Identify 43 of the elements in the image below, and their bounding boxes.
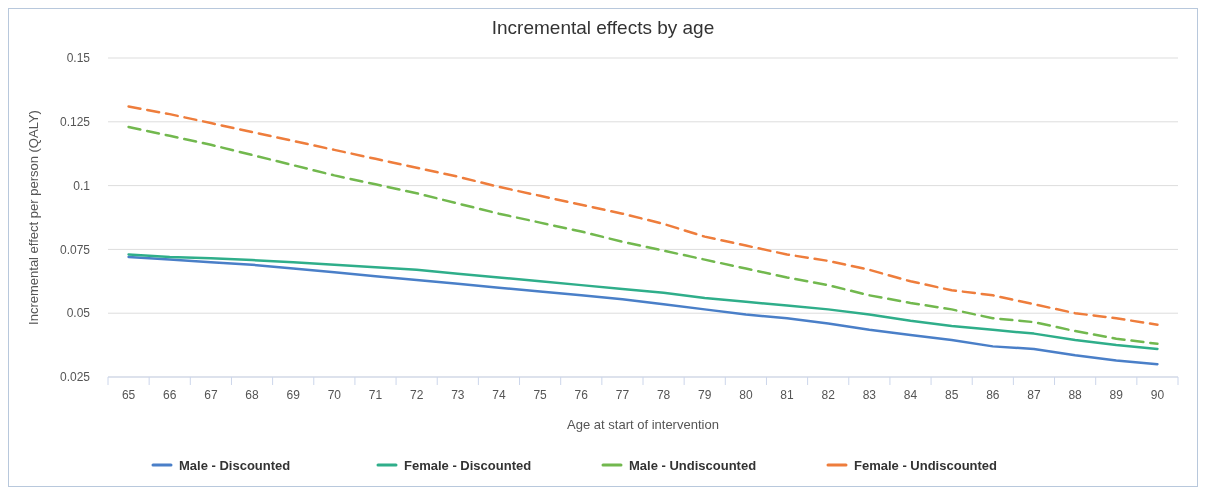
x-tick-label: 69	[286, 388, 301, 402]
legend-label: Female - Discounted	[404, 457, 532, 473]
x-tick-label: 79	[698, 388, 712, 402]
legend-label: Male - Undiscounted	[629, 457, 757, 473]
x-tick-label: 71	[368, 388, 383, 402]
x-tick-label: 81	[780, 388, 795, 402]
x-tick-label: 86	[986, 388, 1000, 402]
x-tick-label: 67	[204, 388, 218, 402]
x-tick-label: 68	[245, 388, 260, 402]
x-tick-label: 80	[739, 388, 753, 402]
x-tick-label: 84	[903, 388, 918, 402]
x-tick-label: 74	[492, 388, 506, 402]
line-series	[127, 253, 1159, 351]
y-tick-label: 0.025	[59, 370, 91, 385]
y-tick-label: 0.075	[59, 242, 91, 257]
x-tick-label: 82	[821, 388, 836, 402]
line-series	[127, 105, 1159, 326]
x-tick-label: 76	[574, 388, 589, 402]
x-tick-label: 70	[327, 388, 342, 402]
y-tick-label: 0.15	[66, 51, 91, 66]
y-tick-label: 0.125	[59, 115, 91, 129]
y-tick-label: 0.1	[73, 178, 91, 193]
x-tick-label: 83	[862, 388, 877, 402]
y-axis-title: Incremental effect per person (QALY)	[26, 110, 41, 325]
x-tick-label: 75	[533, 388, 548, 402]
legend-label: Female - Undiscounted	[854, 457, 998, 473]
x-tick-label: 87	[1027, 388, 1041, 402]
x-tick-label: 78	[656, 388, 671, 402]
x-tick-label: 72	[409, 388, 424, 402]
x-tick-label: 89	[1109, 388, 1124, 402]
x-tick-label: 90	[1150, 388, 1165, 402]
x-tick-label: 65	[121, 388, 136, 402]
x-tick-label: 88	[1068, 388, 1083, 402]
x-tick-label: 73	[451, 388, 465, 402]
x-tick-label: 77	[615, 388, 630, 402]
line-series	[127, 255, 1159, 366]
y-tick-label: 0.05	[66, 306, 91, 321]
x-tick-label: 85	[944, 388, 959, 402]
line-series	[127, 125, 1159, 346]
x-axis-title: Age at start of intervention	[567, 417, 719, 432]
legend-label: Male - Discounted	[179, 457, 291, 473]
x-tick-label: 66	[163, 388, 177, 402]
chart-title: Incremental effects by age	[491, 17, 715, 38]
